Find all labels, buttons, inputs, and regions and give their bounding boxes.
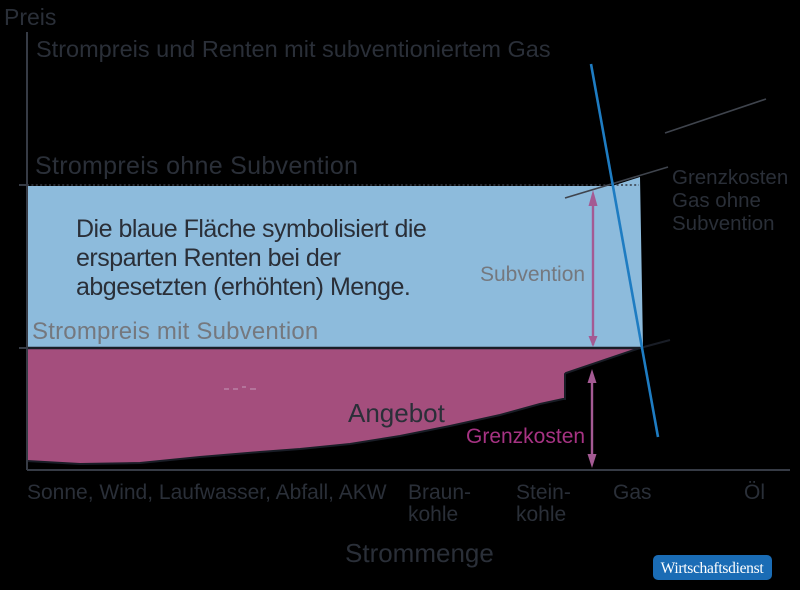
x-axis-label: Strommenge [345, 538, 494, 568]
x-category-hardcoal-line-1: Stein- [516, 481, 571, 504]
x-category-lignite-line-1: Braun- [408, 481, 471, 504]
mc-gas-no-subsidy-label-line-1: Grenzkosten [672, 166, 788, 189]
marginal-cost-label: Grenzkosten [466, 425, 585, 448]
marginal-cost-arrow-head-up-icon [587, 369, 597, 383]
price-with-subsidy-label: Strompreis mit Subvention [32, 318, 318, 345]
annotation-line-2: ersparten Renten bei der [76, 244, 341, 272]
faint-artifact-marks [224, 386, 256, 390]
x-category-renewables: Sonne, Wind, Laufwasser, Abfall, AKW [27, 481, 387, 504]
marginal-cost-arrow-head-down-icon [587, 454, 597, 468]
price-no-subsidy-label: Strompreis ohne Subvention [35, 152, 358, 180]
rents-purple-area [27, 348, 640, 464]
mc-oil-line [664, 98, 767, 134]
publisher-badge-label: Wirtschaftsdienst [661, 560, 765, 577]
mc-gas-no-subsidy-label-line-3: Subvention [672, 212, 775, 235]
mc-gas-no-subsidy-label-line-2: Gas ohne [672, 189, 761, 212]
supply-curve [26, 339, 671, 466]
chart-title: Strompreis und Renten mit subventioniert… [36, 36, 551, 62]
saved-rents-blue-area [27, 177, 643, 347]
x-category-oil: Öl [744, 481, 765, 504]
supply-label: Angebot [348, 398, 446, 428]
x-category-hardcoal-line-2: kohle [516, 503, 566, 526]
x-category-lignite-line-2: kohle [408, 503, 458, 526]
x-category-gas: Gas [613, 481, 652, 504]
demand-line [589, 63, 660, 438]
subsidy-arrow-head-down-icon [588, 336, 598, 347]
publisher-badge [653, 555, 772, 580]
mc-gas-no-subsidy-line [564, 166, 669, 199]
annotation-line-3: abgesetzten (erhöhten) Menge. [76, 273, 410, 301]
y-axis-label: Preis [4, 4, 56, 30]
annotation-line-1: Die blaue Fläche symbolisiert die [76, 215, 426, 243]
subsidy-arrow-head-up-icon [588, 190, 598, 206]
subsidy-label: Subvention [480, 263, 585, 286]
